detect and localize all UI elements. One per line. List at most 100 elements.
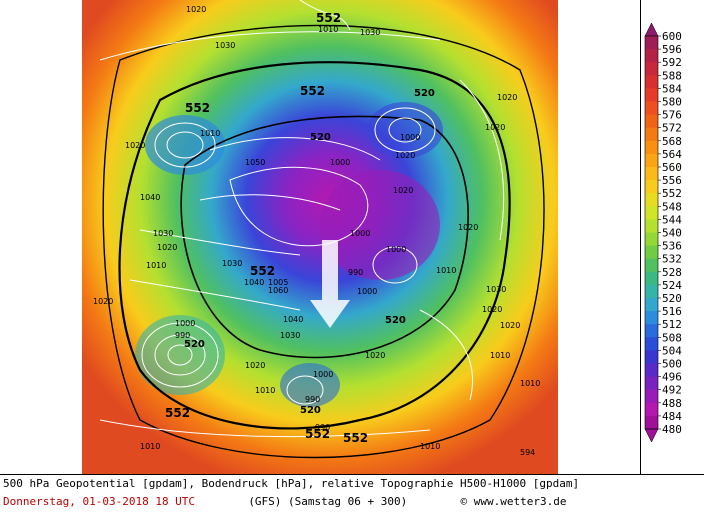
isobars (99, 0, 505, 438)
color-scale-bar: 6005965925885845805765725685645605565525… (644, 22, 682, 443)
isobar-label: 1010 (200, 129, 220, 138)
scale-label: 516 (662, 305, 682, 318)
geopot-label: 520 (310, 132, 331, 143)
scale-swatch (645, 232, 658, 247)
scale-swatch (645, 258, 658, 273)
caption-run-info: Donnerstag, 01-03-2018 18 UTC (GFS) (Sam… (3, 495, 566, 508)
scale-swatch (645, 219, 658, 233)
scale-label: 504 (662, 344, 682, 357)
isobar-label: 1010 (255, 386, 275, 395)
isobar-label: 1020 (186, 5, 206, 14)
scale-swatch (645, 49, 658, 63)
isobar-label: 1020 (125, 141, 145, 150)
scale-label: 560 (662, 161, 682, 174)
scale-swatch (645, 389, 658, 404)
weather-map: 552 552 552 552 552 552 552 520 520 520 … (82, 0, 641, 474)
scale-label: 528 (662, 266, 682, 279)
scale-swatch (645, 140, 658, 155)
scale-swatch (645, 298, 658, 312)
scale-swatch (645, 415, 658, 430)
scale-label: 596 (662, 43, 682, 56)
isobar-label: 1010 (520, 379, 540, 388)
scale-swatch (645, 36, 658, 50)
isobar-label: 1010 (140, 442, 160, 451)
geopot-label: 520 (414, 88, 435, 99)
contour-outer (102, 24, 545, 459)
isobar-label: 1020 (395, 151, 415, 160)
scale-swatch (645, 271, 658, 286)
isobar-label: 990 (348, 268, 363, 277)
isobar-label: 1020 (485, 123, 505, 132)
low-northeast-blob (367, 102, 443, 158)
contour-520 (180, 115, 469, 359)
scale-label: 484 (662, 410, 682, 423)
geopot-label: 552 (300, 84, 325, 98)
isobar-label: 594 (520, 448, 535, 457)
isobar-label: 1030 (153, 229, 173, 238)
isobar-label: 1030 (360, 28, 380, 37)
isobar-label: 1010 (318, 25, 338, 34)
isobar-label: 1020 (245, 361, 265, 370)
caption-model: (GFS) (Samstag 06 + 300) (248, 495, 408, 508)
scale-swatch (645, 363, 658, 378)
isobar-label: 1020 (497, 93, 517, 102)
map-canvas: 552 552 552 552 552 552 552 520 520 520 … (82, 0, 558, 474)
isobar-label: 1050 (245, 158, 265, 167)
isobar-label: 1030 (486, 285, 506, 294)
geopot-label: 552 (250, 264, 275, 278)
scale-label: 508 (662, 331, 682, 344)
isobar-label: 1005 (268, 278, 288, 287)
isobar-label: 1010 (490, 351, 510, 360)
isobar-label: 1020 (393, 186, 413, 195)
isobar-label: 1010 (436, 266, 456, 275)
scale-swatch (645, 127, 658, 142)
geopot-label: 552 (305, 427, 330, 441)
scale-label: 500 (662, 358, 682, 371)
scale-swatch (645, 88, 658, 102)
isobar-label: 1020 (157, 243, 177, 252)
isobar-label: 1010 (420, 442, 440, 451)
scale-label: 548 (662, 200, 682, 213)
scale-label: 584 (662, 82, 682, 95)
scale-swatch (645, 167, 658, 181)
scale-label: 520 (662, 292, 682, 305)
scale-label: 496 (662, 371, 682, 384)
isobar-label: 1060 (268, 286, 288, 295)
isobar-label: 1000 (350, 229, 370, 238)
isobar-label: 1000 (357, 287, 377, 296)
scale-swatch (645, 101, 658, 116)
scale-swatch (645, 75, 658, 89)
geopot-label: 520 (385, 315, 406, 326)
scale-swatch (645, 284, 658, 299)
scale-label: 540 (662, 227, 682, 240)
geopot-label: 552 (165, 406, 190, 420)
scale-label: 576 (662, 109, 682, 122)
isobar-label: 1030 (280, 331, 300, 340)
scale-label: 568 (662, 135, 682, 148)
scale-top-arrow (644, 22, 659, 37)
isobar-label: 1020 (458, 223, 478, 232)
scale-label: 564 (662, 148, 682, 161)
scale-swatch (645, 114, 658, 129)
isobar-label: 1000 (175, 319, 195, 328)
isobar-label: 1020 (500, 321, 520, 330)
scale-label: 552 (662, 187, 682, 200)
isobar-label: 1020 (93, 297, 113, 306)
geopot-label: 520 (184, 339, 205, 350)
isobar-label: 1000 (400, 133, 420, 142)
scale-swatch (645, 376, 658, 391)
scale-label: 532 (662, 253, 682, 266)
scale-label: 572 (662, 122, 682, 135)
isobar-label: 990 (175, 331, 190, 340)
map-caption: 500 hPa Geopotential [gpdam], Bodendruck… (0, 474, 704, 513)
scale-swatch (645, 193, 658, 207)
geopot-label: 552 (316, 11, 341, 25)
low-west-blob (145, 115, 225, 175)
geopot-label: 552 (185, 101, 210, 115)
scale-swatch (645, 153, 658, 168)
geopot-label: 552 (343, 431, 368, 445)
scale-swatch (645, 311, 658, 325)
isobar-label: 1000 (386, 245, 406, 254)
caption-date: Donnerstag, 01-03-2018 18 UTC (3, 495, 196, 508)
scale-label: 580 (662, 96, 682, 109)
